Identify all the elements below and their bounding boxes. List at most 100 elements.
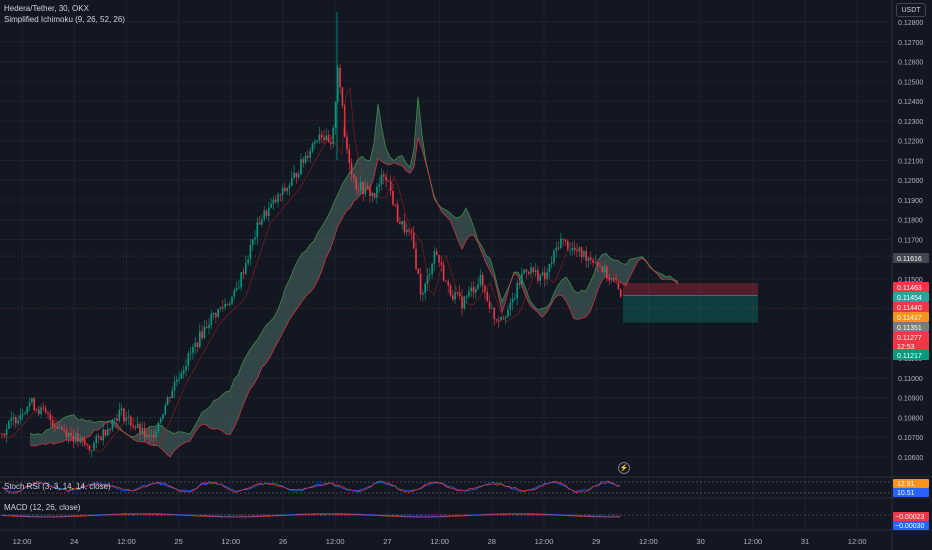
candle-body [334,101,337,128]
candle-body [449,285,452,296]
candle-body [387,180,390,182]
target-zone[interactable] [623,295,758,323]
macd-histogram-bar [167,514,169,516]
time-tick-label: 12:00 [535,537,554,546]
macd-histogram-bar [539,514,541,516]
candle-body [576,250,578,252]
candle-body [544,272,546,280]
macd-histogram-bar [146,514,148,516]
candle-body [217,308,219,318]
macd-histogram-bar [161,514,163,516]
macd-histogram-bar [47,514,49,516]
candle-body [596,261,599,266]
candle-body [265,210,268,217]
candle-body [182,370,185,374]
candle-body [215,313,217,318]
macd-histogram-bar [389,514,391,516]
candle-body [166,397,169,406]
price-tag-label: 0.11463 [897,285,922,292]
time-tick-label: 12:00 [639,537,658,546]
candle-body [116,418,118,421]
macd-histogram-bar [233,514,235,516]
macd-histogram-bar [599,514,601,516]
macd-histogram-bar [392,514,394,516]
cloud-edge-b [29,137,679,458]
candle-body [468,291,470,297]
price-tag [893,302,929,312]
candle-body [268,207,270,217]
price-tag-label: 0.11217 [897,353,922,360]
candle-body [125,417,127,422]
candle-body [424,283,426,294]
candle-body [376,186,378,198]
candle-body [231,296,233,304]
candle-body [270,203,272,208]
lightning-icon[interactable]: ⚡ [618,462,630,474]
symbol-legend[interactable]: Hedera/Tether, 30, OKX [4,4,89,13]
macd-histogram-bar [38,514,40,516]
candle-body [26,406,29,414]
macd-histogram-bar [128,514,130,516]
candle-body [93,442,95,451]
candle-body [70,432,72,436]
candle-body [438,254,440,263]
candle-body [293,172,295,179]
macd-histogram-bar [530,514,532,516]
candle-body [249,245,252,260]
candle-body [1,433,3,435]
candle-body [357,189,360,191]
macd-histogram-bar [311,514,313,516]
macd-histogram-bar [20,514,22,516]
stop-zone[interactable] [623,283,758,296]
macd-histogram-bar [407,514,409,516]
macd-histogram-bar [17,514,19,516]
macd-histogram-bar [242,514,244,516]
candle-body [477,284,479,289]
macd-histogram-bar [494,514,496,516]
macd-histogram-bar [497,514,499,516]
candle-body [498,320,500,322]
stoch-legend[interactable]: Stoch RSI (3, 3, 14, 14, close) [4,482,111,491]
cloud-edge-a [29,96,679,438]
candle-body [488,301,491,309]
macd-legend[interactable]: MACD (12, 26, close) [4,503,80,512]
macd-histogram-bar [329,514,331,516]
macd-histogram-bar [224,514,226,516]
candle-body [208,324,210,328]
macd-histogram-bar [458,514,460,516]
macd-histogram-bar [80,514,82,516]
macd-histogram-bar [74,514,76,516]
macd-histogram-bar [29,514,31,516]
price-tag [893,341,929,351]
macd-histogram-bar [512,514,514,516]
currency-button[interactable]: USDT [896,3,926,17]
price-tag-label: 0.11616 [897,256,922,263]
macd-histogram-bar [440,514,442,516]
candle-body [364,185,367,195]
candle-body [327,135,330,143]
time-tick-label: 28 [488,537,496,546]
time-tick-label: 12:00 [743,537,762,546]
candle-body [258,222,261,225]
candle-body [284,187,286,192]
candle-body [153,434,155,438]
ichimoku-legend[interactable]: Simplified Ichimoku (9, 26, 52, 26) [4,15,125,24]
candle-body [77,433,79,442]
candle-body [325,135,328,141]
macd-histogram-bar [116,514,118,516]
symbol-title: Hedera/Tether, 30, OKX [4,4,89,13]
macd-histogram-bar [413,514,415,516]
price-tick-label: 0.10600 [898,455,923,462]
candle-body [546,272,548,280]
macd-tag-label: −0.00023 [895,514,924,521]
macd-histogram-bar [524,514,526,516]
macd-histogram-bar [608,514,610,516]
candle-body [371,193,374,197]
candle-body [222,307,224,309]
macd-histogram-bar [506,514,508,516]
candle-body [291,178,293,186]
macd-histogram-bar [542,514,544,516]
candle-body [63,429,65,431]
